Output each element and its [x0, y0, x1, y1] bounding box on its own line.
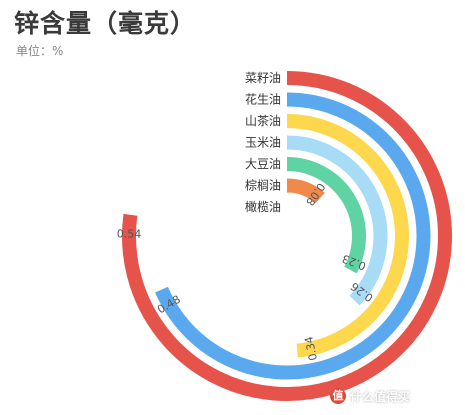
watermark-text: 什么值得买	[350, 390, 411, 404]
bar-arc	[155, 92, 431, 380]
unit-label: 单位：	[16, 44, 53, 58]
category-label: 花生油	[245, 92, 281, 107]
watermark-logo-icon: 值	[330, 388, 346, 404]
category-label: 玉米油	[245, 136, 281, 150]
bar-arc	[286, 178, 325, 204]
category-label: 菜籽油	[245, 71, 281, 85]
bar-arc	[286, 157, 366, 274]
category-label: 大豆油	[245, 157, 281, 171]
value-label: 0.34	[302, 335, 320, 362]
bar-arc	[286, 135, 388, 306]
category-label: 棕榈油	[245, 178, 281, 193]
category-label: 山茶油	[245, 113, 281, 128]
unit-subtitle: 单位：%	[16, 42, 63, 59]
chart-title: 锌含量（毫克）	[14, 9, 197, 38]
category-label: 橄榄油	[245, 199, 281, 214]
value-label: 0.54	[117, 227, 142, 240]
bar-arc	[286, 114, 409, 358]
bar-arc	[122, 71, 452, 401]
unit-value: %	[52, 44, 64, 58]
